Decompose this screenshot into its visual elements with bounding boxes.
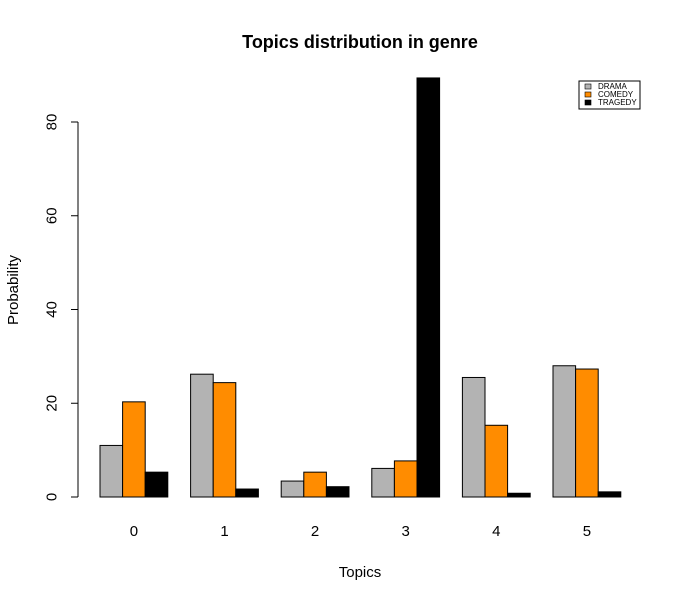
x-tick-label: 5 [583,523,591,540]
legend-swatch-tragedy [584,99,592,106]
x-tick-label: 2 [311,523,319,540]
bar-comedy-topic-1 [212,382,237,498]
legend-swatch-comedy [584,91,592,98]
chart-title: Topics distribution in genre [242,32,478,52]
bar-comedy-topic-0 [122,401,146,498]
x-axis-label: Topics [339,564,382,581]
bar-drama-topic-0 [99,444,124,498]
x-tick-label: 0 [130,523,138,540]
bar-tragedy-topic-1 [235,488,259,498]
y-tick-label: 80 [44,114,61,131]
bar-comedy-topic-5 [575,368,599,498]
bar-tragedy-topic-3 [416,77,441,498]
x-tick-label: 3 [402,523,410,540]
legend-label-tragedy: TRAGEDY [598,98,637,107]
y-axis-label: Probability [5,254,22,325]
bar-drama-topic-2 [280,480,305,498]
legend-swatch-drama [584,83,592,90]
bar-drama-topic-4 [461,376,486,498]
bar-tragedy-topic-2 [325,486,350,498]
bar-drama-topic-3 [371,467,395,498]
bars [99,77,622,498]
y-tick-label: 20 [44,395,61,412]
bar-comedy-topic-4 [484,424,509,498]
bar-tragedy-topic-4 [507,492,531,498]
legend-label-drama: DRAMA [598,82,628,91]
legend-label-comedy: COMEDY [598,90,634,99]
x-tick-label: 1 [220,523,228,540]
bar-comedy-topic-2 [303,471,327,498]
y-tick-label: 60 [44,207,61,224]
x-tick-label: 4 [492,523,500,540]
bar-drama-topic-5 [552,365,577,498]
y-tick-label: 0 [44,493,61,501]
y-axis: 0 20 40 60 80 [44,114,79,501]
bar-tragedy-topic-0 [144,471,169,498]
bar-drama-topic-1 [190,373,214,498]
x-tick-labels: 0 1 2 3 4 5 [130,523,591,540]
bar-comedy-topic-3 [393,460,418,498]
bar-tragedy-topic-5 [597,491,622,498]
y-tick-label: 40 [44,301,61,318]
